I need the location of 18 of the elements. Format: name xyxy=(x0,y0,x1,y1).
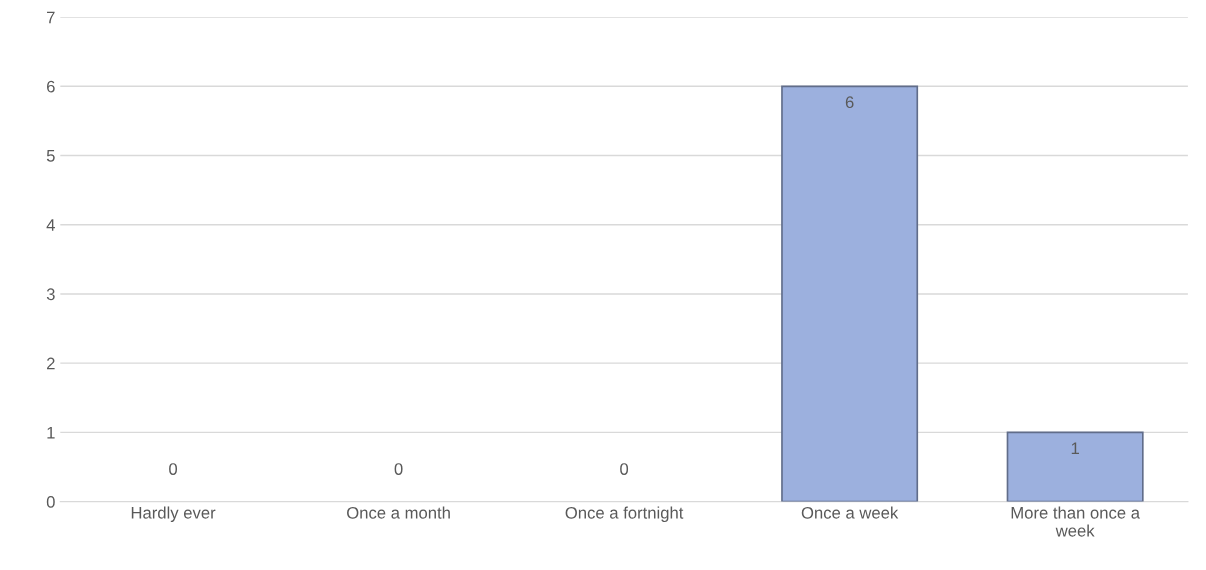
y-tick-label: 5 xyxy=(46,150,55,162)
data-label: 0 xyxy=(169,463,178,475)
x-tick-label: Hardly ever xyxy=(131,506,216,522)
data-label: 1 xyxy=(1071,442,1079,454)
y-tick-label: 1 xyxy=(47,426,55,439)
x-tick-label: Once a week xyxy=(801,506,899,519)
data-label: 0 xyxy=(620,463,629,475)
data-label: 6 xyxy=(845,96,854,109)
y-tick-label: 6 xyxy=(47,80,55,93)
y-tick-label: 3 xyxy=(46,288,55,301)
y-tick-label: 7 xyxy=(47,11,55,24)
x-tick-label: More than once a week xyxy=(1011,506,1141,537)
x-tick-label: Once a month xyxy=(347,506,450,519)
y-tick-label: 0 xyxy=(46,496,55,508)
y-tick-label: 2 xyxy=(47,357,55,370)
x-tick-label: Once a fortnight xyxy=(565,506,684,522)
data-label: 0 xyxy=(394,463,403,475)
y-tick-label: 4 xyxy=(46,219,55,231)
